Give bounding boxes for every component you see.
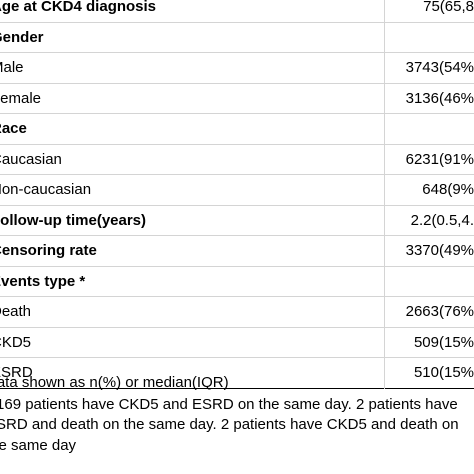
table-row: Male 3743(54%: [0, 52, 474, 83]
row-label: Death: [0, 303, 32, 321]
table-row: CKD5 509(15%: [0, 327, 474, 358]
table-row: Female 3136(46%: [0, 83, 474, 114]
row-value: [384, 113, 474, 144]
row-label: Follow-up time(years): [0, 211, 147, 229]
row-value: [384, 22, 474, 53]
row-label: Caucasian: [0, 150, 62, 168]
table-row: Events type *: [0, 266, 474, 297]
table-row: Follow-up time(years) 2.2(0.5,4.: [0, 205, 474, 236]
row-value: 3136(46%: [384, 83, 474, 114]
table-row: Caucasian 6231(91%: [0, 144, 474, 175]
row-value: 3743(54%: [384, 52, 474, 83]
row-value: [384, 266, 474, 297]
row-value: 2663(76%: [384, 296, 474, 327]
row-label: CKD5: [0, 333, 32, 351]
row-value: 75(65,8: [384, 0, 474, 22]
row-label: Male: [0, 59, 24, 77]
row-label: ESRD: [0, 364, 33, 382]
footnote-line: the same day: [0, 436, 77, 454]
row-label: Race: [0, 120, 27, 138]
row-label: Female: [0, 89, 42, 107]
footnote-line: * 169 patients have CKD5 and ESRD on the…: [0, 395, 458, 413]
row-label: Censoring rate: [0, 242, 97, 260]
table-row: Gender: [0, 22, 474, 53]
footnote-line: ESRD and death on the same day. 2 patien…: [0, 416, 459, 433]
table-row: Age at CKD4 diagnosis 75(65,8: [0, 0, 474, 22]
patient-characteristics-table: Age at CKD4 diagnosis 75(65,8 Gender Mal…: [0, 0, 474, 388]
row-label: Gender: [0, 28, 44, 46]
row-value: 509(15%: [384, 327, 474, 358]
row-label: Age at CKD4 diagnosis: [0, 0, 157, 16]
table-row: ESRD 510(15%: [0, 357, 474, 388]
row-label: Non-caucasian: [0, 181, 92, 199]
table-row: Race: [0, 113, 474, 144]
row-value: 3370(49%: [384, 235, 474, 266]
row-label: Events type *: [0, 272, 86, 290]
table-row: Death 2663(76%: [0, 296, 474, 327]
table-footnotes: Data shown as n(%) or median(IQR) * 169 …: [0, 373, 459, 456]
row-value: 6231(91%: [384, 144, 474, 175]
row-value: 510(15%: [384, 357, 474, 388]
row-value: 2.2(0.5,4.: [384, 205, 474, 236]
table-row: Non-caucasian 648(9%: [0, 174, 474, 205]
row-value: 648(9%: [384, 174, 474, 205]
footnote-line: Data shown as n(%) or median(IQR): [0, 374, 229, 391]
table-row: Censoring rate 3370(49%: [0, 235, 474, 266]
